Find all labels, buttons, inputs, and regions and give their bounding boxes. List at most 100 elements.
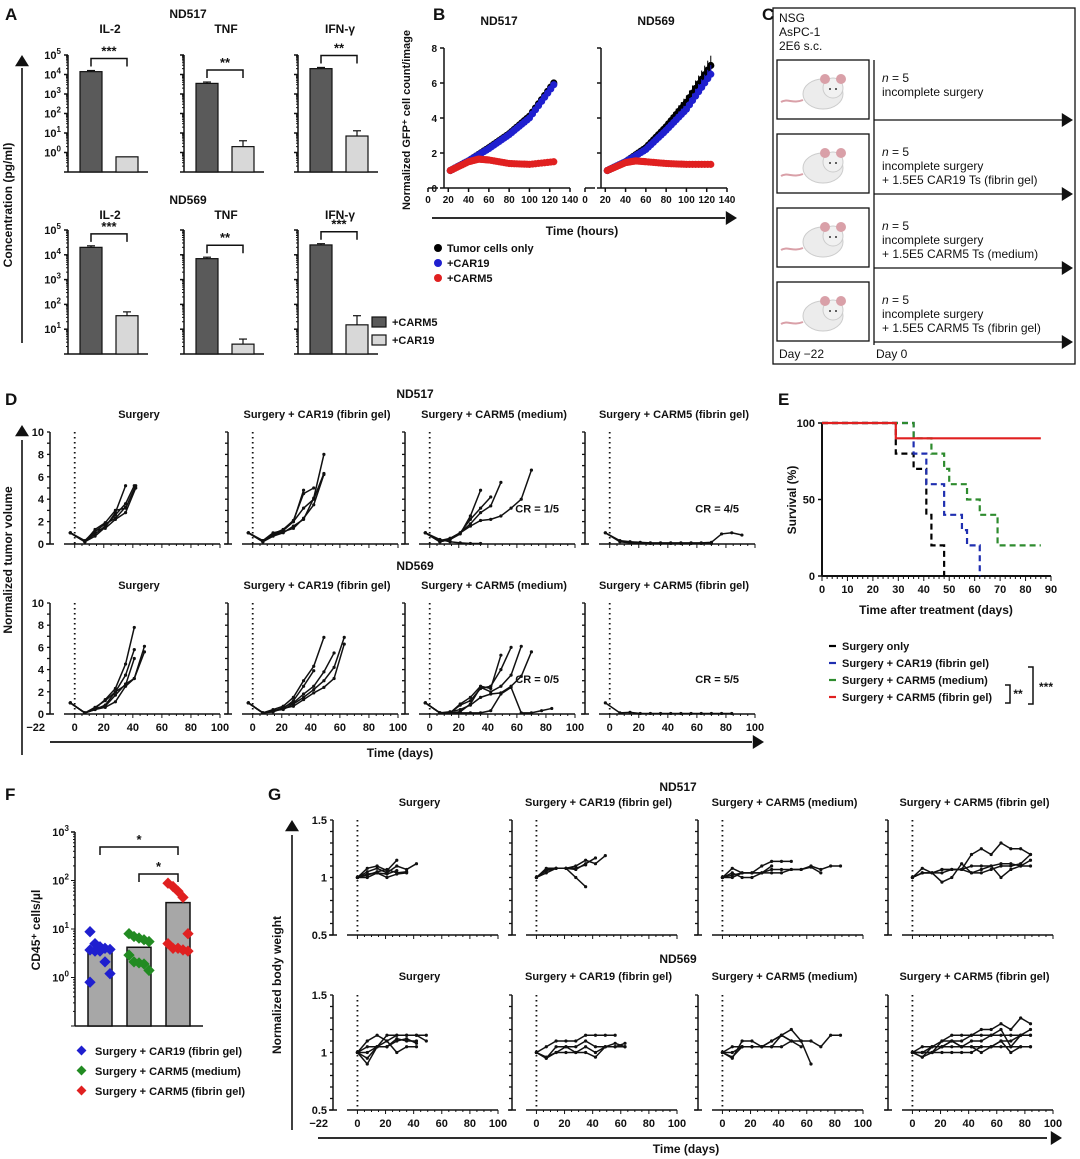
- cell-line-title: ND569: [169, 193, 207, 207]
- data-point: [405, 867, 409, 872]
- data-point: [550, 706, 554, 711]
- data-point: [989, 852, 993, 857]
- data-point: [123, 682, 128, 686]
- data-point: [1009, 1027, 1013, 1032]
- y-tick-label: 105: [44, 222, 61, 237]
- y-tick-label: 2: [38, 687, 44, 699]
- data-point: [534, 1050, 539, 1055]
- data-point: [395, 1037, 399, 1041]
- data-point: [979, 1039, 983, 1043]
- data-point: [969, 1045, 974, 1049]
- data-point: [593, 862, 598, 866]
- data-point: [730, 531, 734, 535]
- data-point: [544, 871, 548, 875]
- x-tick-label: −22: [26, 722, 45, 734]
- data-point: [1028, 1027, 1033, 1032]
- data-point: [999, 1027, 1003, 1032]
- data-point: [760, 1045, 764, 1049]
- significance-label: **: [220, 55, 231, 70]
- data-point: [1028, 1045, 1033, 1049]
- data-point: [468, 703, 472, 707]
- data-point: [489, 690, 493, 694]
- y-tick-label: 100: [44, 145, 61, 160]
- panel-letter-B: B: [433, 5, 445, 24]
- y-axis-label: Normalized body weight: [270, 916, 284, 1054]
- data-point: [960, 862, 964, 866]
- data-point: [395, 1050, 399, 1055]
- data-point: [322, 679, 326, 683]
- curve-line: [357, 872, 407, 879]
- data-point: [143, 964, 155, 977]
- mouse-ear: [820, 296, 830, 306]
- x-tick-label: 20: [276, 722, 288, 734]
- data-point: [979, 867, 983, 872]
- data-point: [478, 695, 483, 699]
- y-axis-label: Normalized tumor volume: [1, 486, 15, 634]
- data-point: [509, 673, 513, 677]
- x-tick-label: 80: [720, 722, 732, 734]
- mouse-eye: [829, 310, 831, 312]
- data-point: [375, 1045, 379, 1049]
- data-point: [789, 1039, 793, 1043]
- data-point: [1009, 1050, 1013, 1055]
- data-point: [593, 1055, 598, 1059]
- data-point: [499, 692, 503, 696]
- group-description: + 1.5E5 CARM5 Ts (fibrin gel): [882, 321, 1041, 335]
- data-point: [271, 533, 275, 537]
- cytokine-title: TNF: [214, 22, 237, 36]
- data-point: [355, 1050, 360, 1055]
- subject-curve: [910, 852, 1033, 880]
- data-point: [648, 711, 652, 716]
- significance-label: *: [136, 832, 142, 847]
- data-point: [950, 875, 954, 880]
- survival-curve-3: [822, 421, 1041, 440]
- legend-label: +CAR19: [447, 258, 490, 270]
- data-point: [312, 687, 316, 692]
- data-point: [930, 1050, 934, 1055]
- x-tick-label: 100: [489, 1118, 507, 1130]
- data-point: [989, 1027, 993, 1032]
- legend-label: +CARM5: [392, 317, 438, 329]
- mouse-eye: [829, 88, 831, 90]
- subject-curve: [246, 471, 326, 544]
- data-point: [960, 1039, 964, 1043]
- panel-title: Surgery + CARM5 (fibrin gel): [599, 409, 749, 421]
- data-point: [405, 1045, 409, 1049]
- subject-curve: [68, 648, 136, 715]
- data-point: [468, 695, 472, 699]
- significance-bracket: *: [99, 832, 179, 855]
- data-point: [281, 527, 285, 532]
- data-point: [509, 685, 513, 689]
- data-point: [950, 1033, 954, 1037]
- curve-line: [248, 474, 325, 542]
- data-point: [301, 684, 306, 688]
- x-tick-label: 60: [969, 584, 981, 596]
- data-point: [468, 524, 472, 528]
- x-tick-label: 20: [744, 1118, 756, 1130]
- data-point: [458, 707, 462, 712]
- data-point: [779, 1045, 784, 1049]
- data-point: [930, 871, 934, 875]
- x-tick-label: 90: [1045, 584, 1057, 596]
- survival-curve-0: [822, 421, 946, 576]
- cytokine-title: IFN-γ: [325, 208, 355, 222]
- bar: [165, 901, 191, 1027]
- x-tick-label: 100: [668, 1118, 686, 1130]
- y-axis-arrow-head: [15, 425, 29, 437]
- data-point: [142, 644, 147, 648]
- panel-title: Surgery + CARM5 (medium): [712, 797, 858, 809]
- data-point: [709, 711, 714, 716]
- data-point: [750, 871, 754, 875]
- panel-title: Surgery + CAR19 (fibrin gel): [243, 580, 390, 592]
- data-point: [332, 676, 336, 681]
- data-point: [770, 864, 774, 868]
- data-point: [301, 516, 306, 520]
- significance-label: ***: [331, 217, 347, 232]
- panel-title: Surgery + CARM5 (fibrin gel): [899, 971, 1049, 983]
- data-point: [544, 869, 548, 873]
- data-point: [365, 1056, 369, 1060]
- data-point: [458, 711, 462, 715]
- data-point: [584, 1050, 588, 1055]
- data-point: [509, 506, 513, 510]
- cell-line-title: ND569: [396, 559, 434, 573]
